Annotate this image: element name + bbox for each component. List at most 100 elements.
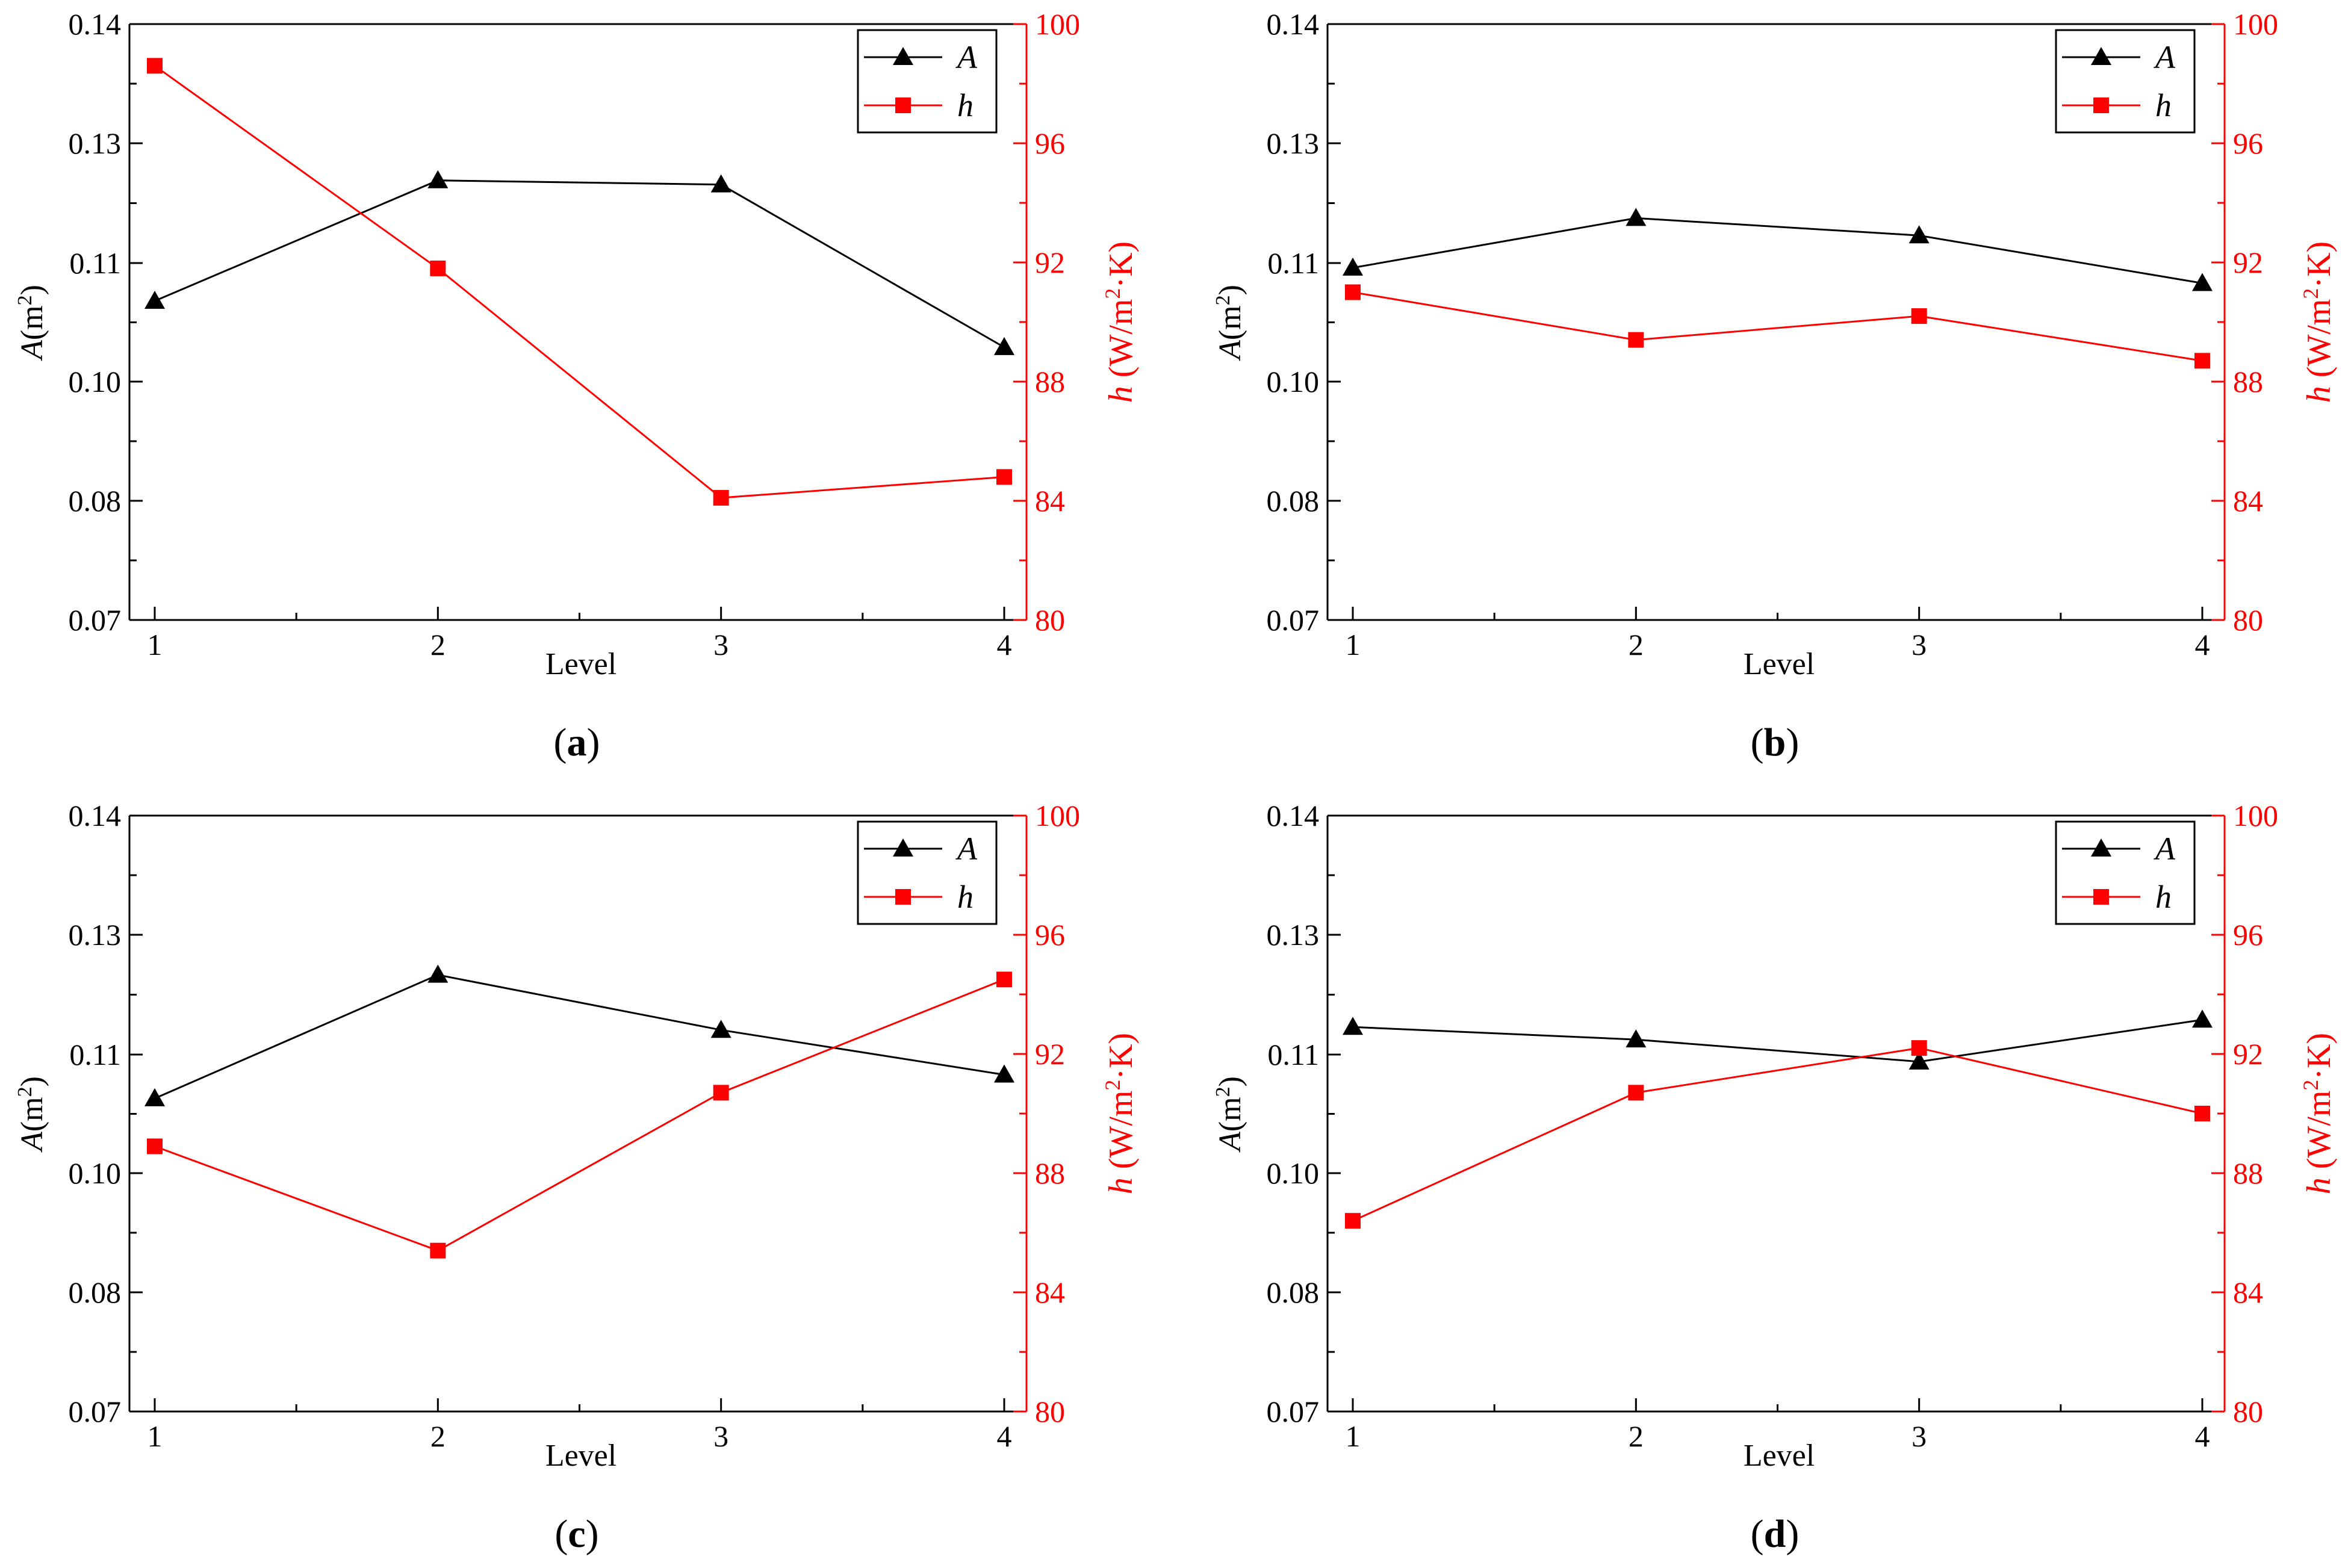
left-y-axis-label-close: ) [1213, 1076, 1247, 1086]
right-y-axis-label: h (W/m2·K) [1101, 1033, 1140, 1194]
left-y-tick-label: 0.08 [1267, 484, 1320, 518]
series-line-A [1352, 217, 2203, 284]
x-tick-label: 3 [1912, 628, 1927, 662]
right-y-tick-label: 96 [2233, 126, 2263, 160]
left-y-tick-label: 0.08 [69, 484, 122, 518]
series-line-A [154, 179, 1005, 349]
x-tick-label: 4 [997, 628, 1012, 662]
panel-caption-c: (c) [554, 1512, 598, 1556]
data-point-h [713, 490, 729, 506]
x-tick-label: 2 [1629, 628, 1644, 662]
right-y-tick-label: 100 [1035, 7, 1080, 41]
caption-open: ( [1751, 720, 1764, 764]
left-y-tick-label: 0.14 [69, 7, 122, 41]
caption-open: ( [1751, 1512, 1764, 1556]
data-point-h [2194, 353, 2210, 369]
left-y-tick-label: 0.14 [1267, 799, 1320, 832]
caption-letter: a [567, 720, 587, 764]
right-y-axis-label-unit: (W/m [1102, 1091, 1140, 1178]
right-y-axis-label-unit: (W/m [1102, 299, 1140, 386]
left-y-axis-label: A(m2) [14, 1076, 50, 1153]
right-y-axis-label: h (W/m2·K) [2299, 1033, 2338, 1194]
right-y-tick-label: 92 [1035, 246, 1065, 279]
data-point-A [2192, 1009, 2213, 1028]
left-y-tick-label: 0.10 [1267, 1156, 1320, 1190]
data-point-h [1345, 1213, 1361, 1229]
series-line-h [154, 978, 1005, 1252]
x-tick-label: 1 [148, 628, 163, 662]
right-y-axis-label-symbol: h [2300, 1177, 2338, 1194]
x-tick-label: 1 [1346, 1419, 1361, 1453]
chart-panel-a: 1 2 3 4 Level 0.07 0.08 0.10 0.11 0.13 0.14 80 84 88 9… [14, 7, 1140, 681]
right-y-tick-label: 84 [2233, 1275, 2263, 1309]
legend-label-h: h [957, 87, 974, 123]
data-point-h [1628, 1085, 1644, 1101]
legend-label-h: h [2155, 879, 2172, 915]
left-y-axis-label-unit: (m [15, 1097, 49, 1132]
data-point-h [147, 1138, 163, 1154]
data-point-A [1343, 257, 1363, 276]
x-tick-label: 2 [430, 1419, 446, 1453]
data-point-h [2194, 1106, 2210, 1121]
right-y-axis-label-close: ·K) [1102, 1033, 1140, 1080]
left-y-tick-label: 0.14 [1267, 7, 1320, 41]
legend-label-A: A [955, 39, 978, 75]
left-y-tick-label: 0.10 [69, 1156, 122, 1190]
left-y-axis-label: A(m2) [14, 285, 50, 361]
data-point-h [147, 58, 163, 74]
right-y-axis-label-sup: 2 [2299, 1080, 2323, 1091]
right-y-tick-label: 80 [1035, 1395, 1065, 1428]
legend-marker-h [895, 98, 911, 113]
right-y-tick-label: 100 [2233, 7, 2278, 41]
left-y-axis-label-symbol: A [1213, 340, 1247, 361]
left-y-axis-label-sup: 2 [1212, 1086, 1234, 1097]
x-tick-label: 2 [430, 628, 446, 662]
data-point-h [430, 1242, 446, 1259]
x-axis-label: Level [545, 1439, 616, 1473]
right-y-tick-label: 80 [2233, 1395, 2263, 1428]
left-y-tick-label: 0.11 [1267, 246, 1319, 280]
caption-letter: b [1764, 720, 1786, 764]
data-point-A [1343, 1017, 1363, 1035]
data-point-A [144, 291, 165, 309]
right-y-axis-label-close: ·K) [2300, 1033, 2338, 1080]
legend-marker-A [893, 47, 913, 65]
data-point-h [1911, 308, 1927, 324]
legend-label-A: A [2154, 39, 2176, 75]
left-y-tick-label: 0.13 [1267, 918, 1320, 952]
left-y-axis-label-symbol: A [1213, 1132, 1247, 1153]
right-y-axis-label-sup: 2 [1101, 1080, 1125, 1091]
left-y-axis-label-unit: (m [1213, 1097, 1247, 1132]
data-point-A [427, 170, 449, 188]
series-line-h [1352, 1047, 2203, 1222]
x-tick-label: 4 [997, 1419, 1012, 1453]
right-y-tick-label: 88 [1035, 1156, 1065, 1190]
caption-open: ( [554, 720, 567, 764]
x-tick-label: 4 [2195, 1419, 2210, 1453]
right-y-axis-label-close: ·K) [2300, 241, 2338, 288]
right-y-axis-label-unit: (W/m [2300, 1091, 2338, 1178]
right-y-tick-label: 100 [2233, 799, 2278, 832]
left-y-tick-label: 0.07 [69, 1395, 122, 1428]
right-y-tick-label: 100 [1035, 799, 1080, 832]
right-y-axis-label: h (W/m2·K) [1101, 241, 1140, 403]
series-line-A [154, 974, 1005, 1100]
series-line-h [154, 65, 1005, 499]
left-y-tick-label: 0.13 [69, 918, 122, 952]
right-y-axis-label-sup: 2 [2299, 288, 2323, 299]
right-y-axis-label-unit: (W/m [2300, 299, 2338, 386]
data-point-A [1626, 208, 1647, 226]
chart-panel-c: 1 2 3 4 Level 0.07 0.08 0.10 0.11 0.13 0.14 80 84 88 9… [14, 799, 1140, 1473]
left-y-tick-label: 0.11 [69, 246, 121, 280]
caption-close: ) [1786, 720, 1799, 764]
left-y-axis-label-symbol: A [15, 340, 49, 361]
right-y-tick-label: 92 [2233, 246, 2263, 279]
right-y-tick-label: 88 [1035, 365, 1065, 398]
left-y-tick-label: 0.14 [69, 799, 122, 832]
x-axis-label: Level [1744, 647, 1815, 681]
left-y-tick-label: 0.13 [1267, 126, 1320, 160]
x-tick-label: 4 [2195, 628, 2210, 662]
left-y-tick-label: 0.07 [1267, 1395, 1320, 1428]
right-y-tick-label: 80 [2233, 603, 2263, 637]
right-y-tick-label: 96 [1035, 918, 1065, 952]
